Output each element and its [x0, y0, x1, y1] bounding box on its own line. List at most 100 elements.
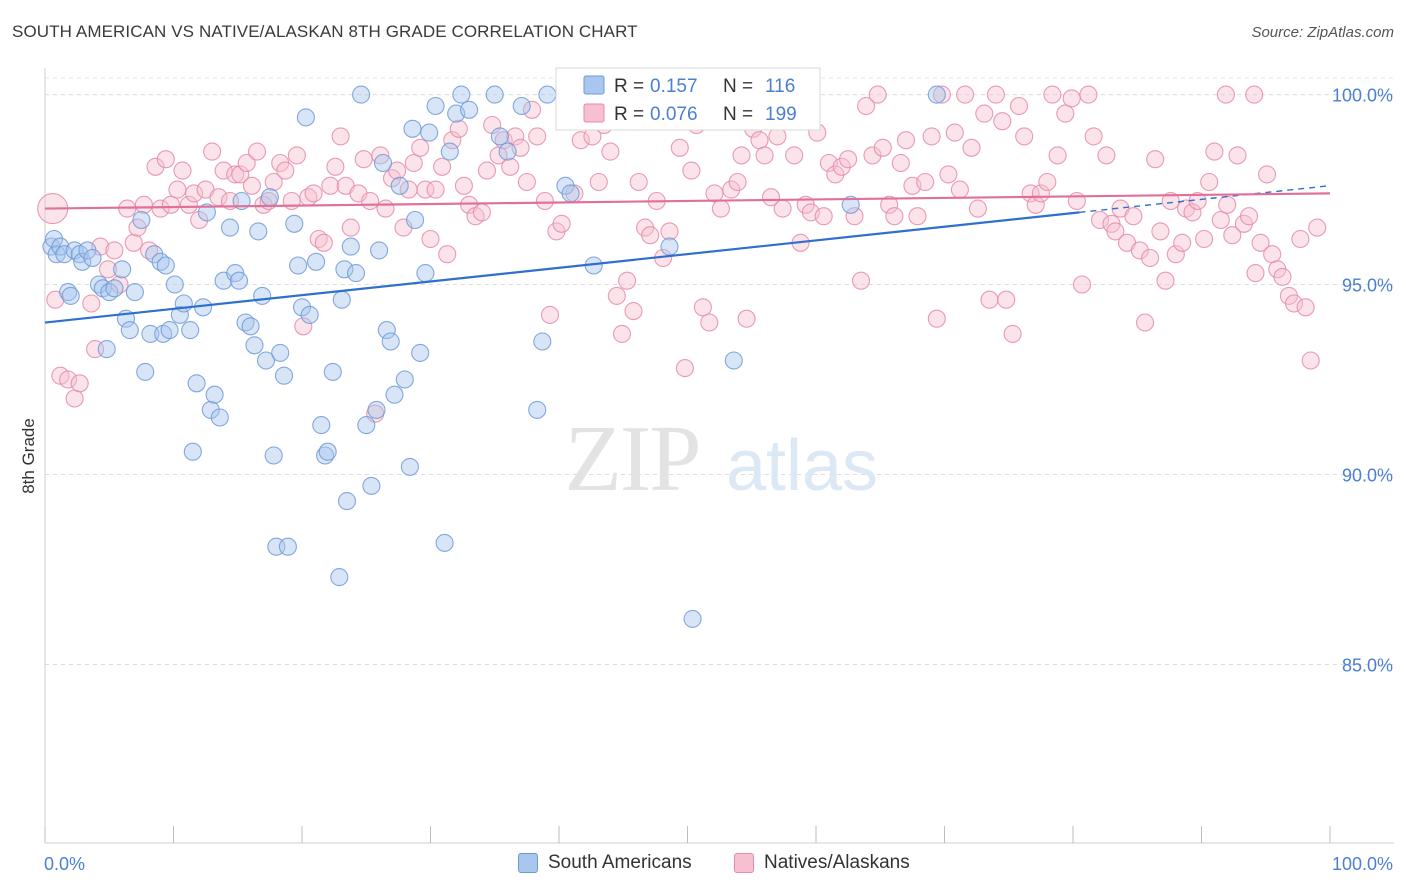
native-alaskan-point	[1097, 146, 1116, 165]
y-axis-label: 8th Grade	[19, 418, 38, 494]
south-american-point	[105, 279, 124, 298]
native-alaskan-point	[682, 161, 701, 180]
native-alaskan-point	[968, 199, 987, 218]
native-alaskan-point	[477, 161, 497, 180]
y-tick-label: 100.0%	[1332, 86, 1393, 106]
stats-swatch-pink	[583, 103, 605, 123]
south-american-point	[260, 188, 279, 207]
south-american-point	[411, 343, 430, 362]
native-alaskan-point	[1284, 294, 1304, 313]
south-american-point	[241, 317, 260, 336]
native-alaskan-point	[1079, 85, 1098, 104]
native-alaskan-point	[857, 96, 876, 116]
native-alaskan-point	[1246, 264, 1265, 283]
native-alaskan-point	[980, 290, 999, 309]
x-tick-label-min: 0.0%	[44, 854, 85, 874]
south-american-point	[205, 385, 224, 404]
native-alaskan-point	[986, 85, 1005, 104]
stats-n-value-2: 199	[765, 104, 797, 125]
south-american-point	[528, 400, 547, 419]
south-american-point	[170, 305, 189, 324]
native-alaskan-point	[885, 207, 904, 226]
south-american-point	[141, 324, 160, 343]
legend-swatch-pink	[734, 853, 754, 873]
native-alaskan-point	[1009, 96, 1029, 116]
native-alaskan-point	[945, 123, 964, 142]
native-alaskan-point	[247, 142, 267, 161]
native-alaskan-point	[146, 157, 165, 176]
stats-box: R = 0.157 N = 116 R = 0.076 N = 199	[555, 67, 821, 131]
native-alaskan-point	[851, 271, 871, 290]
native-alaskan-point	[880, 195, 899, 214]
native-alaskan-point	[190, 210, 209, 230]
native-alaskan-point	[411, 138, 430, 157]
south-american-point	[264, 446, 283, 465]
native-alaskan-point	[449, 119, 468, 138]
south-american-point	[318, 442, 337, 461]
south-american-point	[373, 153, 393, 173]
south-american-point	[395, 370, 414, 389]
native-alaskan-point	[1263, 245, 1282, 264]
native-alaskan-point	[472, 203, 491, 222]
native-alaskan-point	[705, 184, 724, 203]
native-alaskan-point	[1161, 191, 1180, 211]
native-alaskan-point	[304, 184, 323, 203]
south-american-point	[220, 218, 240, 237]
stats-n-label-1: N =	[723, 76, 753, 97]
legend-item-south-americans[interactable]: South Americans	[518, 852, 692, 874]
native-alaskan-point	[1308, 218, 1327, 237]
native-alaskan-point	[231, 165, 250, 184]
native-alaskan-point	[1146, 150, 1165, 169]
native-alaskan-point	[732, 146, 751, 165]
native-alaskan-point	[997, 290, 1016, 309]
south-american-point	[440, 142, 459, 161]
native-alaskan-point	[124, 233, 143, 252]
native-alaskan-point	[70, 374, 89, 393]
south-american-point	[498, 142, 517, 161]
south-american-point	[253, 286, 272, 305]
legend-swatch-blue	[518, 853, 538, 873]
native-alaskan-point	[607, 286, 626, 305]
south-american-point	[362, 476, 381, 495]
south-american-point	[381, 332, 400, 351]
south-american-point	[165, 275, 184, 294]
native-alaskan-point	[750, 131, 769, 150]
native-alaskan-point	[832, 157, 851, 176]
legend-label-natives: Natives/Alaskans	[764, 852, 910, 873]
watermark: ZIP atlas	[565, 407, 879, 511]
native-alaskan-point	[629, 172, 648, 192]
native-alaskan-point	[173, 161, 192, 180]
y-tick-labels: 85.0% 90.0% 95.0% 100.0%	[1332, 86, 1393, 676]
south-american-point	[341, 237, 360, 256]
native-alaskan-point	[670, 138, 689, 157]
south-american-point	[44, 229, 64, 249]
south-american-point	[307, 252, 326, 271]
native-alaskan-point	[156, 150, 175, 169]
native-alaskan-point	[65, 389, 84, 408]
south-american-point	[229, 271, 249, 290]
south-american-point	[285, 214, 304, 233]
legend-item-natives[interactable]: Natives/Alaskans	[734, 852, 910, 874]
native-alaskan-point	[404, 153, 423, 173]
south-american-point	[335, 260, 354, 279]
south-american-point	[125, 283, 144, 302]
native-alaskan-point	[1195, 229, 1214, 249]
native-alaskan-point	[728, 172, 747, 192]
native-alaskan-point	[922, 127, 941, 146]
south-american-point	[113, 260, 132, 279]
south-american-point	[249, 222, 268, 241]
native-alaskan-point	[755, 146, 774, 165]
native-alaskan-point	[896, 131, 916, 150]
trend-line-south-americans	[44, 211, 1080, 324]
legend: South Americans Natives/Alaskans	[0, 852, 1406, 878]
south-american-point	[346, 264, 366, 283]
y-tick-label: 95.0%	[1342, 276, 1393, 296]
native-alaskan-point	[237, 153, 256, 173]
native-alaskan-point	[161, 195, 180, 214]
native-alaskan-point	[361, 191, 380, 211]
native-alaskan-point	[868, 85, 887, 104]
south-american-point	[292, 298, 312, 317]
native-alaskan-point	[82, 294, 101, 313]
native-alaskan-point	[1228, 146, 1247, 165]
